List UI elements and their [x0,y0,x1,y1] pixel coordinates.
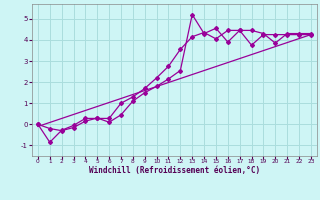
X-axis label: Windchill (Refroidissement éolien,°C): Windchill (Refroidissement éolien,°C) [89,166,260,175]
